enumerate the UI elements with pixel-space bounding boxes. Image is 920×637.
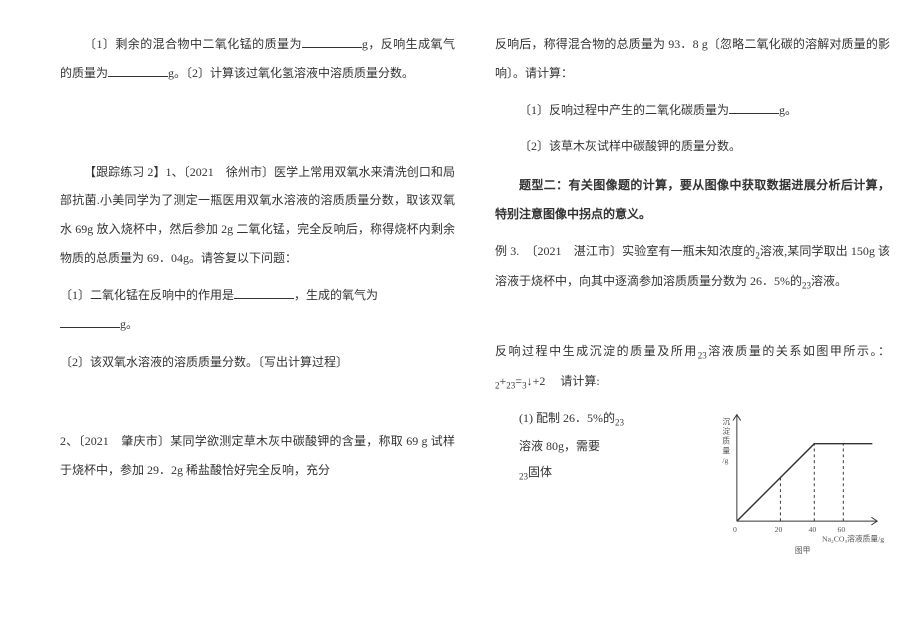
subscript: 23 [615,417,624,427]
x-axis-label: Na₂CO₃溶液质量/g [822,533,884,543]
right-p2: 〔1〕反响过程中产生的二氧化碳质量为 g。 [495,96,890,125]
y-axis-label-char: /g [722,456,728,465]
y-axis-label-char: 质 [722,435,730,445]
text: (1) 配制 26．5%的 [519,411,615,425]
blank-field [234,286,294,299]
text: 〔1〕反响过程中产生的二氧化碳质量为 [519,103,729,117]
text: ↓+2 请计算: [527,374,600,388]
text: 溶液。 [811,274,847,288]
right-column: 反响后，称得混合物的总质量为 93．8 g〔忽略二氧化碳的溶解对质量的影响〕。请… [475,30,890,617]
right-p1: 反响后，称得混合物的总质量为 93．8 g〔忽略二氧化碳的溶解对质量的影响〕。请… [495,30,890,88]
x-tick-1: 20 [775,524,783,533]
text: g。〔2〕计算该过氧化氢溶液中溶质质量分数。 [168,66,414,80]
left-p4: 〔2〕该双氧水溶液的溶质质量分数。〔写出计算过程〕 [60,348,455,377]
y-axis-label-char: 沉 [722,417,730,426]
blank-field [108,64,168,77]
text: 溶液 80g，需要 [495,439,600,453]
text: g。 [120,317,138,331]
blank-field [302,35,362,48]
subscript: 23 [802,280,811,290]
subscript: 23 [506,380,515,390]
blank-field [729,101,779,114]
text: 反响过程中生成沉淀的质量及所用 [495,344,698,358]
left-p2: 【跟踪练习 2】1、〔2021 徐州市〕医学上常用双氧水来清洗创口和局部抗菌.小… [60,158,455,273]
chart-block: (1) 配制 26．5%的23 溶液 80g，需要 23固体 沉 淀 质 量 /… [495,405,890,555]
text: 溶液质量的关系如图甲所示。： [707,344,890,358]
text: g。 [779,103,797,117]
page-container: 〔1〕剩余的混合物中二氧化锰的质量为g，反响生成氧气的质量为g。〔2〕计算该过氧… [0,0,920,637]
subscript: 23 [519,472,528,482]
right-p5: 反响过程中生成沉淀的质量及所用23溶液质量的关系如图甲所示。：2+23=3↓+2… [495,337,890,397]
chart-text: (1) 配制 26．5%的23 溶液 80g，需要 23固体 [495,405,695,496]
origin-label: 0 [733,524,737,533]
text: 固体 [528,465,552,479]
right-p6: (1) 配制 26．5%的23 溶液 80g，需要 23固体 [495,405,695,488]
left-column: 〔1〕剩余的混合物中二氧化锰的质量为g，反响生成氧气的质量为g。〔2〕计算该过氧… [60,30,475,617]
right-p3: 〔2〕该草木灰试样中碳酸钾的质量分数。 [495,132,890,161]
text: 〔1〕二氧化锰在反响中的作用是 [60,288,234,302]
y-axis-label-char: 量 [722,446,730,455]
y-axis-label-char: 淀 [722,426,730,436]
blank-field [60,315,120,328]
x-tick-3: 60 [838,524,846,533]
text: 〔1〕剩余的混合物中二氧化锰的质量为 [84,37,302,51]
left-p5: 2、〔2021 肇庆市〕某同学欲测定草木灰中碳酸钾的含量，称取 69 g 试样于… [60,427,455,485]
x-tick-2: 40 [808,524,816,533]
section-heading: 题型二：有关图像题的计算，要从图像中获取数据进展分析后计算，特别注意图像中拐点的… [495,171,890,229]
right-p4: 例 3. 〔2021 湛江市〕实验室有一瓶未知浓度的2溶液,某同学取出 150g… [495,237,890,297]
left-p3: 〔1〕二氧化锰在反响中的作用是 ，生成的氧气为 g。 [60,281,455,339]
curve-line [737,443,872,520]
text: ，生成的氧气为 [294,288,378,302]
left-p1: 〔1〕剩余的混合物中二氧化锰的质量为g，反响生成氧气的质量为g。〔2〕计算该过氧… [60,30,455,88]
text: 例 3. 〔2021 湛江市〕实验室有一瓶未知浓度的 [495,244,755,258]
subscript: 23 [698,350,707,360]
chart-figure: 沉 淀 质 量 /g 0 20 40 60 Na₂CO₃溶液质量/g 图甲 [695,405,890,555]
chart-caption: 图甲 [795,546,810,555]
